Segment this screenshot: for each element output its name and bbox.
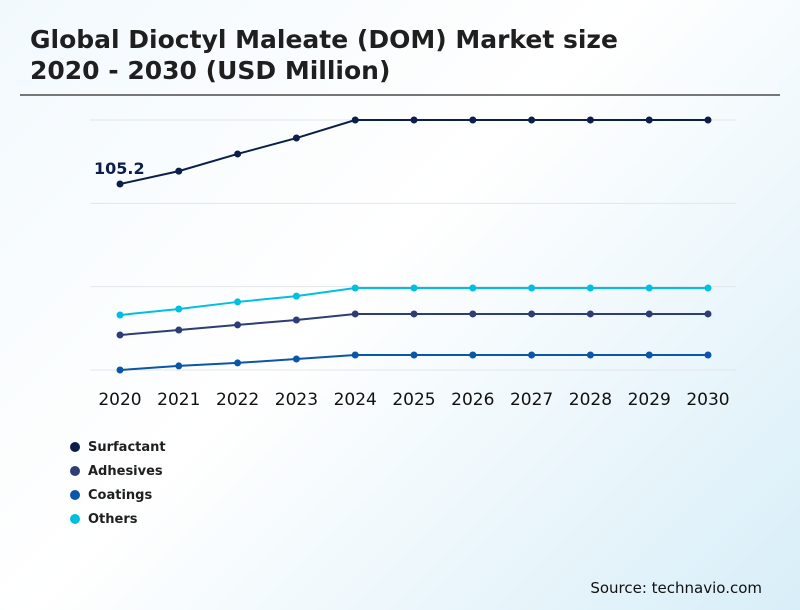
- title-divider: [20, 94, 780, 96]
- data-point: [351, 116, 359, 124]
- data-point: [351, 351, 359, 359]
- data-point: [586, 351, 594, 359]
- data-point: [116, 366, 124, 374]
- x-tick-label: 2023: [275, 390, 318, 410]
- legend-item: Surfactant: [70, 435, 166, 459]
- data-point: [175, 362, 183, 370]
- legend-label: Adhesives: [88, 463, 163, 479]
- x-tick-label: 2021: [157, 390, 200, 410]
- data-point: [292, 355, 300, 363]
- x-tick-label: 2030: [686, 390, 729, 410]
- legend-label: Surfactant: [88, 439, 166, 455]
- data-point: [704, 310, 712, 318]
- data-point: [351, 310, 359, 318]
- data-point: [469, 351, 477, 359]
- data-point: [292, 134, 300, 142]
- data-point: [116, 331, 124, 339]
- data-point: [645, 116, 653, 124]
- legend-dot-icon: [70, 466, 80, 476]
- data-point: [292, 316, 300, 324]
- data-point: [645, 310, 653, 318]
- legend-dot-icon: [70, 442, 80, 452]
- data-point: [645, 351, 653, 359]
- data-point: [175, 326, 183, 334]
- x-tick-label: 2025: [392, 390, 435, 410]
- data-point: [234, 359, 242, 367]
- data-point: [410, 284, 418, 292]
- data-point: [410, 116, 418, 124]
- data-point: [528, 310, 536, 318]
- data-point: [645, 284, 653, 292]
- data-label: 105.2: [94, 159, 145, 178]
- legend-dot-icon: [70, 514, 80, 524]
- legend-label: Others: [88, 511, 138, 527]
- x-tick-label: 2026: [451, 390, 494, 410]
- data-point: [234, 298, 242, 306]
- x-tick-label: 2024: [334, 390, 377, 410]
- data-point: [586, 284, 594, 292]
- data-point: [528, 116, 536, 124]
- data-point: [469, 310, 477, 318]
- data-point: [234, 321, 242, 329]
- data-point: [586, 310, 594, 318]
- data-point: [175, 305, 183, 313]
- data-point: [234, 150, 242, 158]
- data-point: [528, 284, 536, 292]
- x-tick-label: 2028: [569, 390, 612, 410]
- x-tick-label: 2022: [216, 390, 259, 410]
- data-point: [410, 351, 418, 359]
- line-chart: 2020 2021 2022 2023 2024 2025 2026 2027 2028 2029…: [90, 116, 736, 410]
- data-point: [116, 180, 124, 188]
- x-tick-label: 2027: [510, 390, 553, 410]
- data-point: [116, 311, 124, 319]
- data-point: [704, 116, 712, 124]
- legend-item: Coatings: [70, 483, 166, 507]
- data-point: [528, 351, 536, 359]
- legend-label: Coatings: [88, 487, 153, 503]
- data-point: [351, 284, 359, 292]
- data-point: [704, 351, 712, 359]
- series-line-surfactant: [119, 119, 708, 185]
- data-point: [704, 284, 712, 292]
- data-point: [469, 116, 477, 124]
- data-point: [410, 310, 418, 318]
- source-text: Source: technavio.com: [590, 579, 762, 597]
- data-point: [175, 167, 183, 175]
- legend-dot-icon: [70, 490, 80, 500]
- x-tick-label: 2029: [628, 390, 671, 410]
- data-point: [586, 116, 594, 124]
- title-line-2: 2020 - 2030 (USD Million): [30, 56, 391, 85]
- x-tick-label: 2020: [98, 390, 141, 410]
- data-point: [292, 292, 300, 300]
- chart-title: Global Dioctyl Maleate (DOM) Market size…: [30, 24, 618, 86]
- data-point: [469, 284, 477, 292]
- legend-item: Others: [70, 507, 166, 531]
- legend: Surfactant Adhesives Coatings Others: [70, 435, 166, 531]
- legend-item: Adhesives: [70, 459, 166, 483]
- title-line-1: Global Dioctyl Maleate (DOM) Market size: [30, 25, 618, 54]
